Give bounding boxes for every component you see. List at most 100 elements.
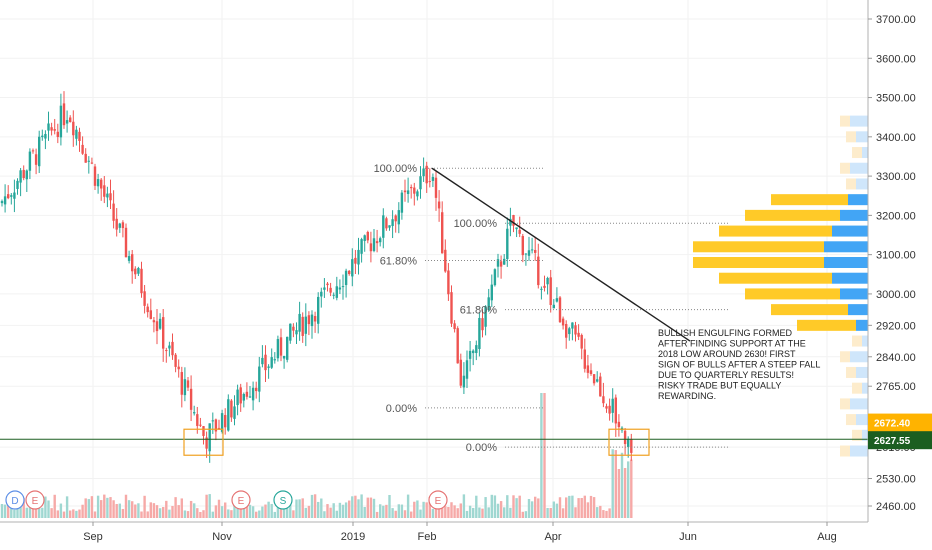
event-badge[interactable]: E bbox=[231, 490, 251, 510]
volume-bar bbox=[193, 503, 196, 518]
candle-body bbox=[630, 438, 633, 453]
candle-body bbox=[168, 345, 171, 349]
event-badge[interactable]: D bbox=[5, 490, 25, 510]
volume-bar bbox=[245, 498, 249, 518]
candle-body bbox=[493, 269, 497, 286]
volume-profile-down bbox=[771, 304, 848, 316]
candle-body bbox=[93, 166, 97, 186]
candle-body bbox=[487, 297, 490, 311]
candle-body bbox=[186, 380, 190, 388]
price-tick-label: 3000.00 bbox=[876, 289, 916, 301]
event-badge-circle[interactable] bbox=[25, 490, 45, 510]
volume-bar bbox=[81, 504, 84, 518]
candle-body bbox=[546, 277, 549, 285]
volume-bar bbox=[534, 496, 537, 518]
candle-body bbox=[211, 420, 214, 422]
volume-profile-up bbox=[856, 178, 876, 190]
candle-body bbox=[7, 194, 10, 199]
volume-bar bbox=[496, 503, 500, 518]
candle-body bbox=[592, 374, 596, 384]
volume-bar bbox=[574, 507, 577, 518]
volume-bar bbox=[416, 500, 419, 518]
time-tick-label: Sep bbox=[83, 531, 103, 543]
candle-body bbox=[273, 359, 276, 361]
candle-body bbox=[96, 179, 100, 187]
candle-body bbox=[301, 316, 304, 336]
volume-bar bbox=[239, 504, 242, 518]
volume-profile-down bbox=[852, 147, 862, 159]
volume-bar bbox=[270, 503, 273, 518]
volume-bar bbox=[189, 500, 193, 518]
volume-profile-down bbox=[719, 272, 832, 284]
fib-level-label: 61.80% bbox=[380, 256, 418, 268]
volume-bar bbox=[186, 511, 190, 518]
event-badge-circle[interactable] bbox=[428, 490, 448, 510]
candle-body bbox=[565, 324, 568, 338]
volume-bar bbox=[118, 503, 121, 518]
volume-bar bbox=[592, 497, 596, 518]
candle-body bbox=[292, 326, 295, 331]
volume-bar bbox=[608, 508, 611, 518]
event-badge[interactable]: S bbox=[273, 490, 293, 510]
volume-bar bbox=[348, 500, 351, 518]
candle-body bbox=[25, 170, 28, 180]
volume-profile-down bbox=[797, 319, 856, 331]
volume-bar bbox=[211, 511, 214, 518]
candle-body bbox=[515, 227, 518, 230]
candle-body bbox=[115, 218, 118, 230]
volume-bar bbox=[162, 507, 165, 518]
volume-bar bbox=[605, 510, 608, 518]
volume-bar bbox=[208, 494, 211, 518]
volume-bar bbox=[115, 504, 118, 518]
volume-bar bbox=[317, 501, 320, 518]
volume-bar bbox=[506, 495, 509, 518]
candle-body bbox=[171, 341, 174, 356]
last-price-pill bbox=[868, 413, 932, 432]
volume-bar bbox=[465, 510, 469, 518]
volume-profile-up bbox=[856, 414, 876, 426]
annotation-line: AFTER FINDING SUPPORT AT THE bbox=[658, 339, 806, 349]
volume-bar bbox=[69, 510, 72, 518]
event-badge[interactable]: E bbox=[428, 490, 448, 510]
event-badge[interactable]: E bbox=[25, 490, 45, 510]
candle-body bbox=[41, 135, 44, 138]
candle-body bbox=[112, 203, 115, 221]
candle-body bbox=[313, 316, 317, 322]
volume-bar bbox=[586, 502, 590, 518]
descending-trendline bbox=[431, 167, 691, 342]
event-badge-circle[interactable] bbox=[273, 490, 293, 510]
candle-body bbox=[465, 360, 469, 379]
candle-body bbox=[527, 250, 531, 256]
volume-bar bbox=[323, 511, 326, 518]
volume-bar bbox=[109, 497, 112, 518]
volume-profile-up bbox=[832, 225, 876, 237]
volume-profile-down bbox=[840, 162, 850, 174]
candle-body bbox=[53, 129, 56, 131]
candle-body bbox=[580, 334, 583, 349]
volume-bar bbox=[493, 495, 497, 518]
candle-body bbox=[456, 328, 459, 364]
volume-bar bbox=[22, 498, 25, 518]
candle-body bbox=[307, 315, 311, 325]
candle-body bbox=[329, 287, 332, 293]
candle-body bbox=[282, 355, 286, 359]
time-tick-label: Feb bbox=[418, 531, 437, 543]
candle-body bbox=[391, 219, 394, 227]
volume-bar bbox=[251, 506, 255, 518]
volume-bar bbox=[93, 511, 97, 518]
candle-body bbox=[382, 215, 385, 238]
volume-bar bbox=[155, 505, 159, 518]
volume-bar bbox=[7, 503, 10, 518]
candle-body bbox=[599, 376, 602, 397]
volume-bar bbox=[366, 497, 369, 518]
event-badge-circle[interactable] bbox=[5, 490, 25, 510]
candle-body bbox=[109, 193, 112, 201]
candle-body bbox=[468, 350, 472, 359]
volume-bar bbox=[329, 507, 332, 518]
candle-body bbox=[261, 357, 264, 365]
event-badge-circle[interactable] bbox=[231, 490, 251, 510]
volume-bar bbox=[56, 510, 59, 518]
candle-body bbox=[304, 316, 307, 334]
